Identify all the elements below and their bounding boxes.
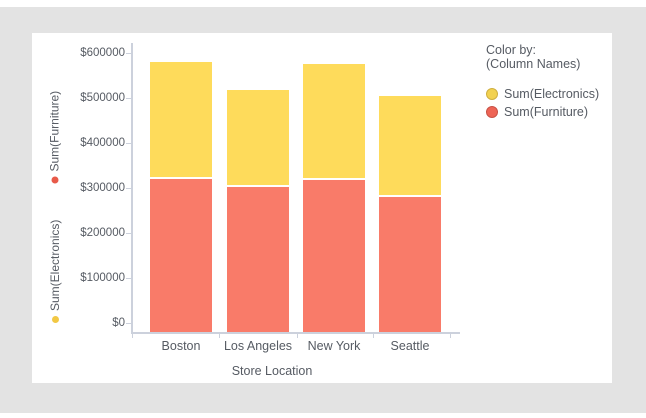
bottom-border: [0, 413, 646, 418]
y-tick-mark: [126, 143, 131, 144]
bar-segment-electronics-seattle[interactable]: [379, 95, 441, 195]
bar-segment-furniture-boston[interactable]: [150, 179, 212, 332]
legend-item-furniture[interactable]: Sum(Furniture): [486, 105, 588, 119]
y-tick-label: $400000: [80, 137, 125, 149]
legend-item-electronics-label: Sum(Electronics): [504, 87, 600, 101]
y-tick-mark: [126, 278, 131, 279]
bar-segment-electronics-new-york[interactable]: [303, 63, 365, 178]
x-tick-label: Seattle: [390, 339, 430, 353]
legend-item-electronics[interactable]: Sum(Electronics): [486, 87, 599, 101]
legend: Color by: (Column Names) Sum(Electronics…: [486, 43, 618, 133]
legend-item-furniture-label: Sum(Furniture): [504, 105, 589, 119]
x-axis-title: Store Location: [231, 364, 313, 378]
x-tick-mark: [219, 332, 220, 338]
x-tick-label: Los Angeles: [223, 339, 293, 353]
x-tick-label: New York: [307, 339, 361, 353]
plot-area: $0 $100000 $200000 $300000 $400000 $500000 $60…: [32, 33, 612, 383]
y-tick-label: $100000: [80, 272, 125, 284]
x-tick-mark: [296, 332, 298, 338]
x-tick-mark: [373, 332, 374, 338]
y-tick-mark: [126, 188, 131, 189]
electronics-swatch-icon: [486, 88, 498, 100]
y-tick-label: $200000: [80, 227, 125, 239]
y-tick-label: $600000: [80, 47, 125, 59]
legend-title: Color by:: [486, 43, 537, 57]
bar-segment-electronics-boston[interactable]: [150, 62, 212, 177]
y-tick-label: $0: [112, 317, 125, 329]
y-tick-mark: [126, 323, 131, 324]
bar-segment-furniture-new-york[interactable]: [303, 179, 365, 332]
top-border: [0, 0, 646, 7]
legend-subtitle: (Column Names): [486, 57, 581, 71]
y-axis-line: [131, 43, 133, 334]
x-tick-mark: [131, 332, 133, 338]
chart-card: Sum(Furniture) Sum(Electronics) $0 $10000…: [32, 33, 612, 383]
y-tick-mark: [126, 98, 131, 99]
y-tick-label: $300000: [80, 182, 125, 194]
x-tick-mark: [449, 332, 451, 338]
y-tick-mark: [126, 53, 131, 54]
x-tick-label: Boston: [161, 339, 201, 353]
y-tick-mark: [126, 233, 131, 234]
bar-segment-furniture-los-angeles[interactable]: [227, 187, 289, 332]
x-axis-line: [131, 332, 460, 334]
furniture-swatch-icon: [486, 106, 498, 118]
bar-segment-electronics-los-angeles[interactable]: [227, 90, 289, 186]
bar-segment-furniture-seattle[interactable]: [379, 196, 441, 332]
y-tick-label: $500000: [80, 92, 125, 104]
